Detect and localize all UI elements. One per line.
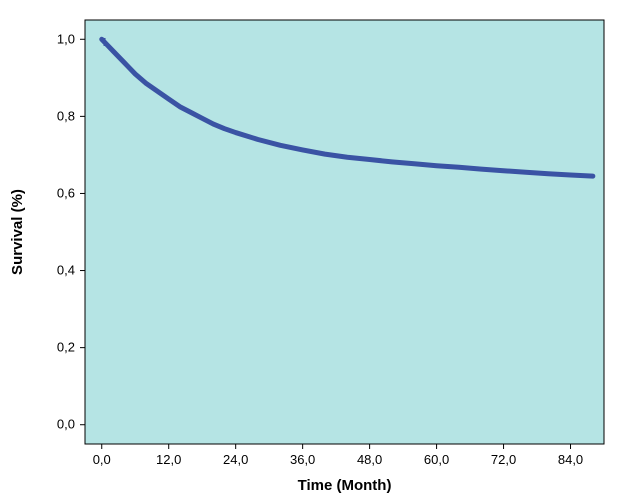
x-axis-label: Time (Month)	[298, 477, 392, 494]
y-tick-label: 0,4	[57, 263, 75, 278]
x-tick-label: 36,0	[290, 452, 315, 467]
x-tick-label: 12,0	[156, 452, 181, 467]
y-tick-label: 1,0	[57, 31, 75, 46]
y-tick-label: 0,2	[57, 340, 75, 355]
x-tick-label: 84,0	[558, 452, 583, 467]
y-axis-label: Survival (%)	[9, 189, 26, 275]
x-tick-label: 48,0	[357, 452, 382, 467]
chart-svg: 0,0 12,0 24,0 36,0 48,0 60,0 72,0 84,0 0,0 0,2 0,4…	[0, 0, 629, 504]
x-tick-label: 72,0	[491, 452, 516, 467]
x-tick-label: 60,0	[424, 452, 449, 467]
y-tick-label: 0,8	[57, 108, 75, 123]
x-tick-label: 0,0	[93, 452, 111, 467]
plot-area	[85, 20, 604, 444]
survival-chart: 0,0 12,0 24,0 36,0 48,0 60,0 72,0 84,0 0,0 0,2 0,4…	[0, 0, 629, 504]
x-tick-label: 24,0	[223, 452, 248, 467]
y-tick-label: 0,0	[57, 417, 75, 432]
y-tick-label: 0,6	[57, 185, 75, 200]
